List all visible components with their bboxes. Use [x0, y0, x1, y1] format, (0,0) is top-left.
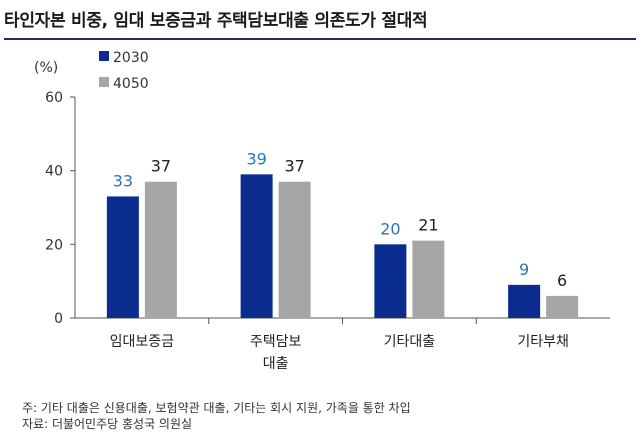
x-tick-label: 기타부채: [517, 334, 569, 350]
x-tick-label: 기타대출: [384, 334, 436, 350]
x-tick-label: 임대보증금: [110, 334, 175, 350]
footnote-source: 자료: 더불어민주당 홍성국 의원실: [22, 417, 193, 431]
bar-4050-2: [278, 181, 311, 318]
bar-4050-1: [144, 181, 177, 318]
legend-swatch-2030: [99, 51, 109, 61]
x-tick-label: 주택담보: [250, 334, 302, 350]
data-label-2030-1: 33: [113, 171, 133, 190]
chart-title: 타인자본 비중, 임대 보증금과 주택담보대출 의존도가 절대적: [4, 11, 428, 31]
data-label-2030-4: 9: [519, 260, 529, 279]
y-tick-label: 40: [45, 164, 63, 180]
legend-label-4050: 4050: [113, 76, 149, 92]
footnote-note: 주: 기타 대출은 신용대출, 보험약관 대출, 기타는 회시 지원, 가족을 …: [22, 401, 411, 415]
title-divider: [4, 38, 636, 40]
data-label-2030-2: 39: [246, 149, 266, 168]
x-tick-label: 대출: [263, 356, 289, 372]
legend-swatch-4050: [99, 77, 109, 87]
data-label-4050-1: 37: [151, 157, 171, 176]
bar-2030-1: [106, 196, 139, 318]
data-label-4050-3: 21: [418, 216, 438, 235]
footnotes: 주: 기타 대출은 신용대출, 보험약관 대출, 기타는 회시 지원, 가족을 …: [22, 400, 411, 432]
data-label-4050-2: 37: [284, 157, 304, 176]
bar-4050-4: [546, 295, 579, 318]
y-tick-label: 60: [45, 90, 63, 106]
bar-2030-2: [240, 174, 273, 318]
y-axis-unit-label: (%): [34, 60, 58, 76]
bar-2030-4: [508, 284, 541, 318]
data-label-2030-3: 20: [380, 219, 400, 238]
legend-label-2030: 2030: [113, 50, 149, 66]
bar-4050-3: [412, 240, 445, 318]
data-label-4050-4: 6: [557, 271, 567, 290]
y-tick-label: 20: [45, 237, 63, 253]
y-tick-label: 0: [54, 311, 63, 327]
bar-2030-3: [374, 244, 407, 318]
